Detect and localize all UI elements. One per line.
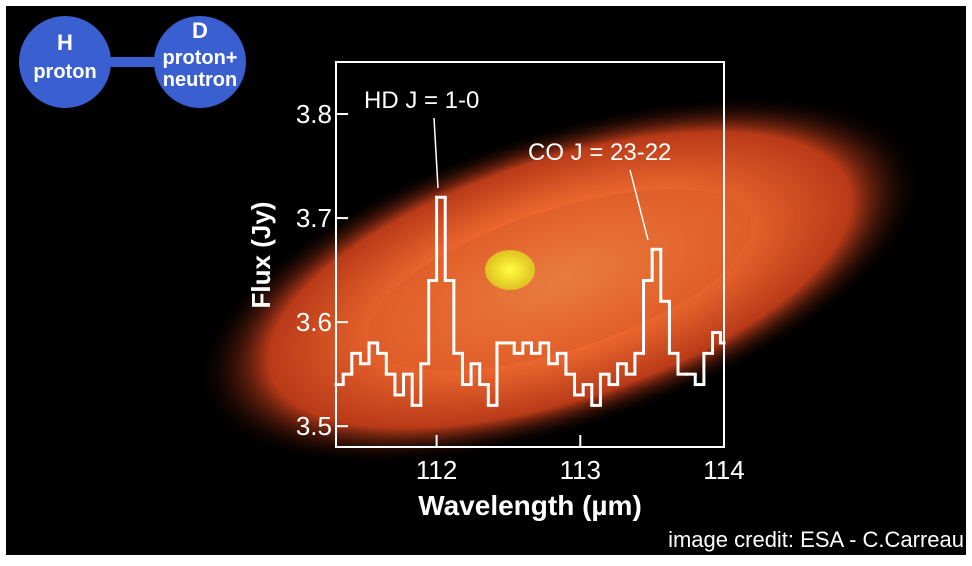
atom-label: D <box>192 18 208 43</box>
plot-frame <box>335 61 725 448</box>
annotation-pointer <box>629 169 649 241</box>
disk-inner <box>368 189 752 371</box>
molecule: H proton D proton+ neutron <box>19 16 246 108</box>
x-tick-label: 112 <box>416 455 457 485</box>
star <box>485 250 535 290</box>
atom-sublabel: proton+ <box>163 47 238 69</box>
y-tick-label: 3.8 <box>296 99 332 129</box>
annotation: CO J = 23-22 <box>528 139 671 166</box>
atom-label: H <box>57 30 73 55</box>
annotation-pointer <box>433 117 439 189</box>
x-tick-label: 114 <box>703 455 744 485</box>
y-axis-label: Flux (Jy) <box>246 202 276 309</box>
atom-h <box>19 16 111 108</box>
y-tick-label: 3.7 <box>296 203 332 233</box>
credit: image credit: ESA - C.Carreau <box>668 527 964 552</box>
atom-sublabel: neutron <box>163 69 237 91</box>
y-tick-label: 3.6 <box>296 307 332 337</box>
annotation: HD J = 1-0 <box>364 87 479 114</box>
x-tick-label: 113 <box>560 455 601 485</box>
x-axis-label: Wavelength (µm) <box>418 490 642 521</box>
y-tick-label: 3.5 <box>296 411 332 441</box>
atom-d <box>154 16 246 108</box>
atom-sublabel: proton <box>33 61 96 83</box>
